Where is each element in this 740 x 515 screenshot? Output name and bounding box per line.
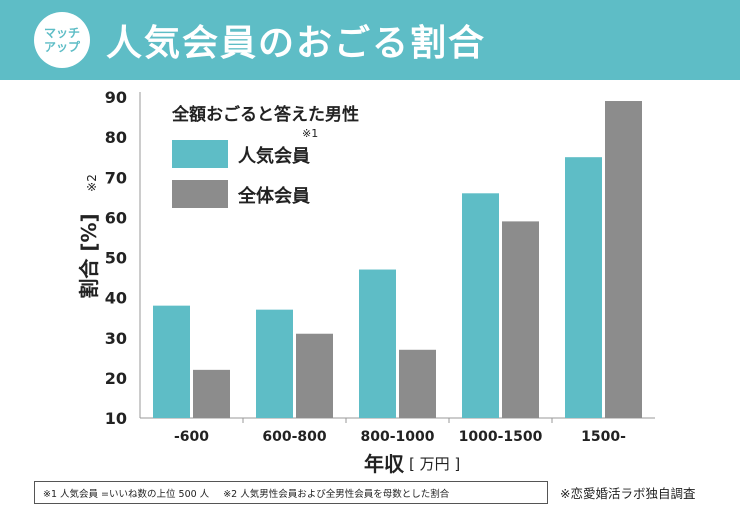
y-axis-label: 割合 [%] bbox=[77, 213, 101, 298]
y-tick-label: 70 bbox=[105, 168, 127, 187]
header-banner: マッチ アップ 人気会員のおごる割合 bbox=[0, 0, 740, 80]
y-tick-label: 40 bbox=[105, 289, 127, 308]
y-tick-label: 90 bbox=[105, 88, 127, 107]
bar-all-1 bbox=[296, 333, 333, 418]
y-tick-label: 30 bbox=[105, 329, 127, 348]
y-tick-label: 50 bbox=[105, 249, 127, 268]
legend-swatch-all bbox=[172, 180, 228, 208]
bar-popular-0 bbox=[153, 305, 190, 418]
x-tick-label: 600-800 bbox=[262, 429, 327, 445]
x-tick-label: -600 bbox=[174, 429, 209, 445]
logo-line-1: マッチ bbox=[43, 26, 80, 40]
x-tick-label: 1500- bbox=[581, 429, 626, 445]
footnote-1: ※1 人気会員 =いいね数の上位 500 人 bbox=[43, 488, 210, 500]
bar-popular-2 bbox=[359, 269, 396, 418]
y-tick-label: 20 bbox=[105, 369, 127, 388]
legend-note-popular: ※1 bbox=[302, 127, 318, 140]
bar-popular-4 bbox=[565, 157, 602, 418]
bar-all-2 bbox=[399, 349, 436, 418]
x-tick-label: 800-1000 bbox=[361, 429, 435, 445]
source-note: ※恋愛婚活ラボ独自調査 bbox=[560, 486, 696, 501]
x-axis-unit: [ 万円 ] bbox=[409, 455, 460, 473]
y-tick-label: 80 bbox=[105, 128, 127, 147]
y-axis-label-note: ※2 bbox=[85, 174, 99, 192]
y-tick-label: 60 bbox=[105, 208, 127, 227]
bar-all-4 bbox=[605, 101, 642, 418]
legend-swatch-popular bbox=[172, 140, 228, 168]
bar-all-0 bbox=[193, 369, 230, 418]
bar-chart: 10 20 30 40 50 60 70 80 90 -600 600-800 800-1000 100… bbox=[77, 88, 655, 476]
legend-title: 全額おごると答えた男性 bbox=[171, 104, 359, 125]
bar-popular-3 bbox=[462, 193, 499, 418]
bar-all-3 bbox=[502, 221, 539, 418]
logo-line-2: アップ bbox=[43, 40, 80, 54]
x-axis-label: 年収 bbox=[364, 452, 405, 476]
legend-label-all: 全体会員 bbox=[237, 185, 310, 207]
x-tick-label: 1000-1500 bbox=[459, 429, 543, 445]
page-title: 人気会員のおごる割合 bbox=[106, 23, 487, 64]
footnote-2: ※2 人気男性会員および全男性会員を母数とした割合 bbox=[223, 488, 450, 500]
y-tick-label: 10 bbox=[105, 409, 127, 428]
matchup-logo: マッチ アップ bbox=[34, 12, 90, 68]
bar-popular-1 bbox=[256, 309, 293, 418]
legend-label-popular: 人気会員 bbox=[238, 145, 310, 167]
footnote-box: ※1 人気会員 =いいね数の上位 500 人 ※2 人気男性会員および全男性会員… bbox=[34, 481, 548, 504]
